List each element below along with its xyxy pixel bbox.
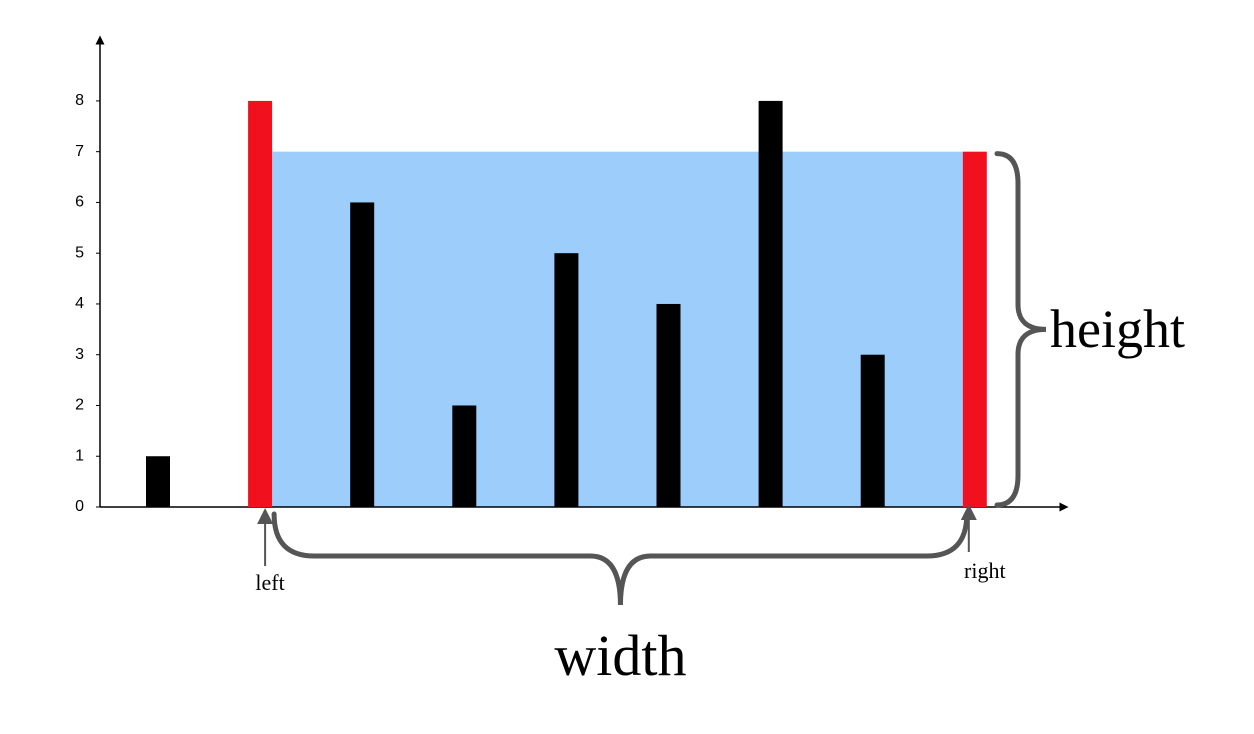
right-label: right <box>964 558 1006 583</box>
y-tick-label: 4 <box>75 295 84 312</box>
bar <box>350 202 375 507</box>
y-tick-label: 0 <box>75 498 84 515</box>
bar <box>554 253 579 507</box>
y-tick-label: 3 <box>75 346 84 363</box>
bar <box>452 405 477 507</box>
y-tick-label: 5 <box>75 244 84 261</box>
bar <box>248 100 273 508</box>
y-tick-label: 7 <box>75 143 84 160</box>
y-tick-label: 1 <box>75 447 84 464</box>
bar <box>962 151 987 507</box>
width-brace <box>271 511 970 606</box>
y-tick-label: 6 <box>75 194 84 211</box>
y-tick-label: 8 <box>75 92 84 109</box>
bar <box>146 456 170 507</box>
water-area <box>272 151 963 507</box>
bar <box>758 100 783 508</box>
height-brace <box>994 151 1047 508</box>
bar <box>656 303 681 507</box>
left-label: left <box>255 570 284 595</box>
y-tick-label: 2 <box>75 397 84 414</box>
height-label: height <box>1050 299 1185 359</box>
bar <box>860 354 885 507</box>
width-label: width <box>554 623 686 688</box>
